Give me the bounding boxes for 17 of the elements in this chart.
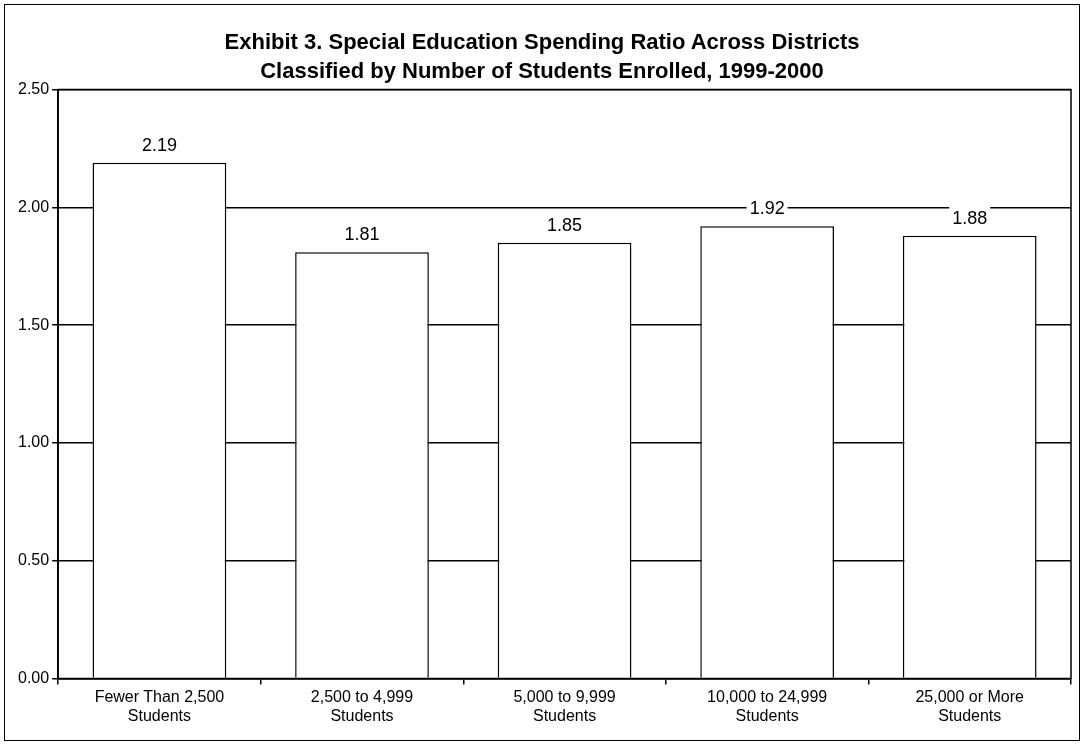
y-tick-label: 1.00 bbox=[18, 433, 50, 451]
y-tick-label: 0.50 bbox=[18, 551, 50, 569]
data-label: 1.85 bbox=[547, 214, 583, 235]
chart-title: Exhibit 3. Special Education Spending Ratio Across Districts Classified by Number of Students Enrolled, 1999-2000 bbox=[223, 28, 861, 85]
x-tick-label: 10,000 to 24,999 Students bbox=[707, 687, 828, 724]
x-tick-label: Fewer Than 2,500 Students bbox=[94, 687, 225, 724]
x-tick-label: 2,500 to 4,999 Students bbox=[310, 687, 414, 724]
y-tick-label: 2.00 bbox=[18, 197, 50, 215]
y-tick-label: 0.00 bbox=[18, 669, 50, 687]
x-tick-label: 5,000 to 9,999 Students bbox=[513, 687, 616, 724]
data-label: 2.19 bbox=[141, 134, 177, 155]
y-tick-label: 1.50 bbox=[18, 315, 50, 333]
data-label: 1.81 bbox=[344, 224, 380, 245]
x-tick-label: 25,000 or More Students bbox=[915, 687, 1025, 724]
data-label: 1.88 bbox=[952, 207, 988, 228]
data-label: 1.92 bbox=[749, 198, 785, 219]
y-tick-label: 2.50 bbox=[18, 80, 50, 98]
